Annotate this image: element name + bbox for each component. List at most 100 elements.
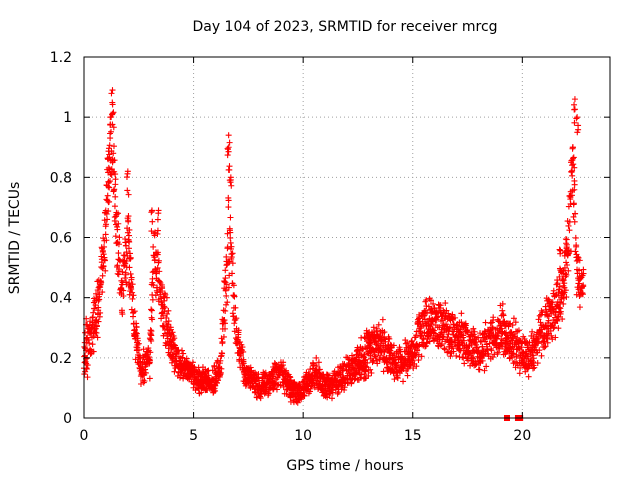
data-point (219, 338, 226, 345)
data-point (570, 154, 577, 161)
data-point (357, 374, 364, 381)
data-point (146, 357, 153, 364)
data-point (316, 366, 323, 373)
data-point (448, 338, 455, 345)
data-point (450, 348, 457, 355)
data-point (574, 114, 581, 121)
data-point (449, 311, 456, 318)
data-point (129, 281, 136, 288)
data-point (222, 325, 229, 332)
data-point (128, 274, 135, 281)
data-point (109, 99, 116, 106)
data-point (330, 387, 337, 394)
data-point (564, 262, 571, 269)
data-point (372, 338, 379, 345)
data-point (557, 308, 564, 315)
data-point (154, 249, 161, 256)
data-point (445, 310, 452, 317)
tick-labels: 0 5 10 15 20 0 0.2 0.4 0.6 0.8 1 1.2 (50, 50, 532, 444)
data-point (573, 115, 580, 122)
data-point (99, 272, 106, 279)
data-point (224, 230, 231, 237)
data-point (430, 300, 437, 307)
data-point (402, 340, 409, 347)
data-point (394, 375, 401, 382)
data-point (103, 221, 110, 228)
data-point (551, 324, 558, 331)
data-point (107, 114, 114, 121)
data-point (97, 309, 104, 316)
data-point (127, 254, 134, 261)
data-point (105, 208, 112, 215)
data-point (127, 270, 134, 277)
data-point (500, 312, 507, 319)
data-point (576, 280, 583, 287)
data-point (576, 257, 583, 264)
data-point (157, 288, 164, 295)
data-point (126, 280, 133, 287)
data-point (124, 229, 131, 236)
data-point (189, 359, 196, 366)
data-point (122, 271, 129, 278)
data-point (225, 284, 232, 291)
data-point (423, 339, 430, 346)
data-point (112, 181, 119, 188)
data-point (482, 335, 489, 342)
data-point (237, 339, 244, 346)
data-point (522, 368, 529, 375)
data-point (110, 109, 117, 116)
data-point (115, 250, 122, 257)
data-point (105, 179, 112, 186)
data-point (222, 320, 229, 327)
data-point (556, 265, 563, 272)
data-point (115, 220, 122, 227)
data-point (542, 343, 549, 350)
data-point (183, 355, 190, 362)
data-point (149, 296, 156, 303)
data-point (227, 239, 234, 246)
data-point (541, 344, 548, 351)
data-point (368, 369, 375, 376)
data-point (422, 343, 429, 350)
data-point (100, 235, 107, 242)
data-point (442, 300, 449, 307)
data-point (569, 162, 576, 169)
data-point (572, 248, 579, 255)
data-point (156, 278, 163, 285)
y-tick-label: 0.6 (50, 231, 72, 247)
data-point (146, 335, 153, 342)
data-point (235, 327, 242, 334)
data-point (324, 394, 331, 401)
data-point (439, 333, 446, 340)
data-point (133, 324, 140, 331)
data-point (529, 352, 536, 359)
data-point (560, 290, 567, 297)
data-point (387, 341, 394, 348)
data-point (460, 354, 467, 361)
data-point (154, 264, 161, 271)
data-point (148, 209, 155, 216)
data-point (424, 309, 431, 316)
data-point (84, 362, 91, 369)
data-point (149, 316, 156, 323)
data-point (536, 312, 543, 319)
data-point (227, 214, 234, 221)
data-point (470, 325, 477, 332)
data-point (479, 357, 486, 364)
data-point (124, 170, 131, 177)
data-point (108, 171, 115, 178)
data-point (457, 326, 464, 333)
data-point (115, 210, 122, 217)
data-point (287, 374, 294, 381)
data-point (367, 352, 374, 359)
data-point (95, 318, 102, 325)
data-point (169, 329, 176, 336)
data-point (570, 155, 577, 162)
data-point (310, 362, 317, 369)
data-point (255, 371, 262, 378)
data-point (161, 304, 168, 311)
data-point (538, 352, 545, 359)
data-point (228, 182, 235, 189)
data-point (106, 142, 113, 149)
data-point (460, 332, 467, 339)
